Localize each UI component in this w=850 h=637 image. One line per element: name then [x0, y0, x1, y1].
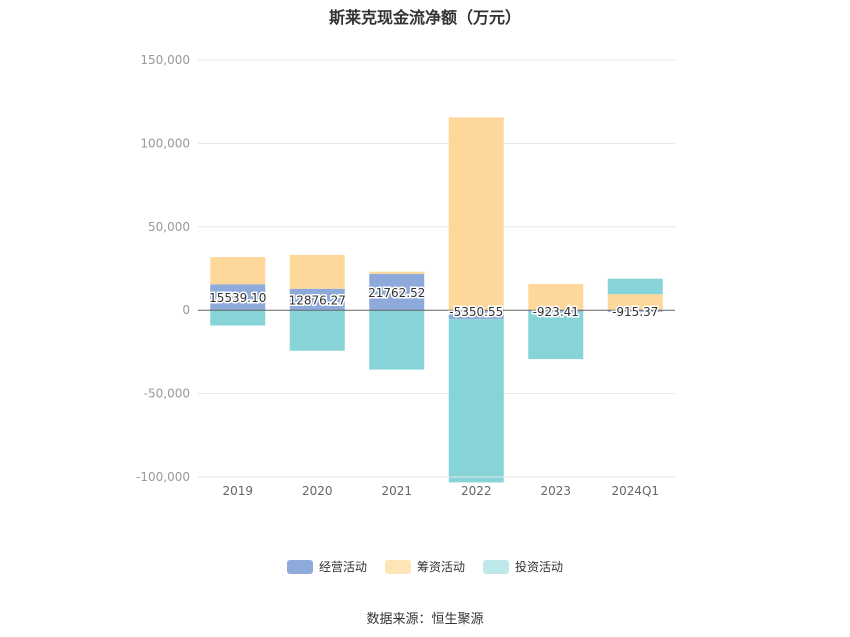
data-label: -5350.55: [449, 305, 503, 319]
legend-swatch-operating: [286, 559, 313, 574]
y-tick-label: 150,000: [140, 53, 190, 67]
data-label: 21762.52: [368, 286, 425, 300]
chart-title: 斯莱克现金流净额（万元）: [328, 8, 521, 27]
data-label: 15539.10: [209, 291, 266, 305]
legend-label-operating: 经营活动: [318, 560, 367, 574]
data-label: -923.41: [533, 305, 579, 319]
bar-投资活动-2021[interactable]: [369, 310, 425, 370]
x-tick-label: 2020: [302, 484, 333, 498]
data-label: 12876.27: [289, 293, 346, 307]
x-tick-label: 2021: [381, 484, 412, 498]
bar-经营活动-2022[interactable]: [448, 310, 504, 320]
legend-item-financing[interactable]: 筹资活动: [384, 558, 465, 575]
bar-经营活动-2023[interactable]: [528, 310, 584, 312]
bar-投资活动-2020[interactable]: [289, 310, 345, 351]
legend: 经营活动 筹资活动 投资活动: [0, 558, 850, 575]
bar-筹资活动-2022[interactable]: [448, 117, 504, 311]
x-axis-ticks: 2019 2020 2021 2022 2023 2024Q1: [222, 484, 659, 498]
x-tick-label: 2024Q1: [611, 484, 659, 498]
bar-投资活动-2023[interactable]: [528, 311, 584, 360]
y-axis-ticks: 150,000 100,000 50,000 0 -50,000 -100,000: [136, 53, 190, 484]
x-tick-label: 2019: [222, 484, 253, 498]
y-tick-label: 50,000: [148, 220, 190, 234]
legend-item-operating[interactable]: 经营活动: [286, 558, 367, 575]
source-note: 数据来源：恒生聚源: [366, 612, 484, 627]
bar-投资活动-2022[interactable]: [448, 319, 504, 483]
bar-经营活动-2021[interactable]: [369, 273, 425, 311]
zero-line-layer: [198, 309, 675, 478]
y-tick-label: 100,000: [140, 136, 190, 150]
bar-筹资活动-2020[interactable]: [289, 254, 345, 289]
bar-经营活动-2024Q1[interactable]: [607, 310, 663, 312]
bar-筹资活动-2019[interactable]: [210, 257, 266, 285]
legend-label-investing: 投资活动: [515, 560, 564, 574]
data-label-layer: 15539.10 12876.27 21762.52 -5350.55 -923.41 -…: [208, 285, 660, 321]
bar-筹资活动-2021[interactable]: [369, 271, 425, 274]
y-tick-label: -50,000: [144, 387, 190, 401]
bar-经营活动-2020[interactable]: [289, 288, 345, 311]
legend-item-investing[interactable]: 投资活动: [483, 558, 563, 575]
legend-swatch-investing: [483, 559, 509, 574]
x-tick-label: 2022: [461, 484, 492, 498]
bar-筹资活动-2023[interactable]: [528, 284, 584, 311]
data-label: -915.37: [612, 305, 658, 319]
bar-投资活动-2019[interactable]: [210, 310, 266, 326]
bar-筹资活动-2024Q1[interactable]: [607, 294, 663, 311]
grid-layer: [198, 59, 675, 478]
bar-投资活动-2024Q1[interactable]: [607, 278, 663, 295]
legend-label-financing: 筹资活动: [416, 560, 465, 574]
bar-经营活动-2019[interactable]: [210, 284, 266, 311]
bar-layer: [210, 117, 663, 483]
legend-swatch-financing: [384, 559, 411, 574]
x-tick-label: 2023: [540, 484, 571, 498]
y-tick-label: 0: [182, 303, 190, 317]
y-tick-label: -100,000: [136, 470, 190, 484]
